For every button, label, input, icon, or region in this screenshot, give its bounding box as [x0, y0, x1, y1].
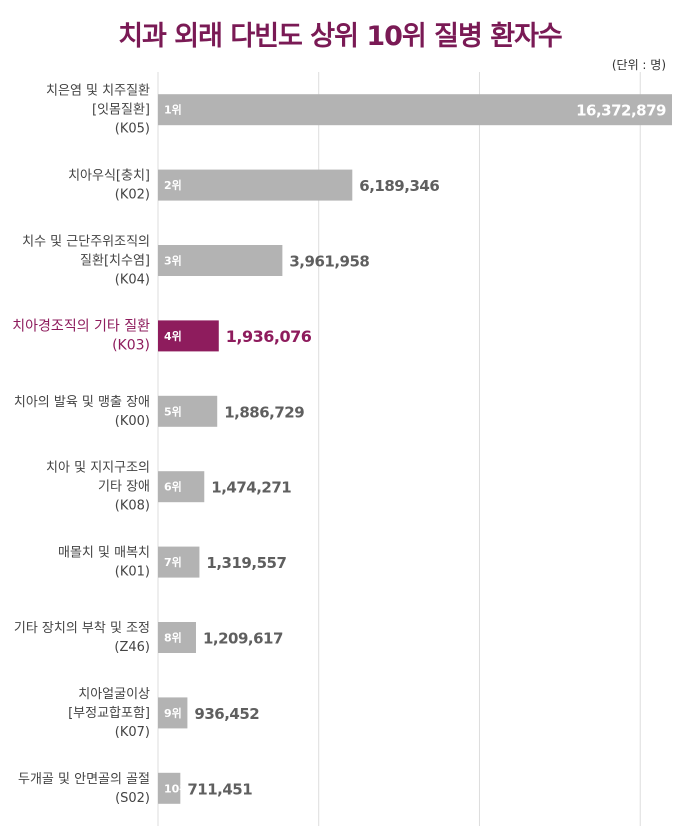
category-label-6: 치아 및 지지구조의 기타 장애 (K08): [46, 461, 150, 514]
rank-label-10: 10위: [164, 782, 189, 795]
rank-label-3: 3위: [164, 255, 182, 268]
value-label-1: 16,372,879: [576, 102, 666, 120]
bar-2: [158, 169, 353, 201]
unit-label: (단위 : 명): [611, 58, 666, 72]
bar-10: [158, 772, 181, 804]
value-label-2: 6,189,346: [359, 177, 439, 195]
bar-7: [158, 546, 200, 578]
value-label-5: 1,886,729: [224, 403, 304, 421]
value-label-4: 1,936,076: [226, 327, 312, 346]
bar-9: [158, 697, 188, 729]
value-label-7: 1,319,557: [206, 554, 286, 572]
category-label-7: 매몰치 및 매복치 (K01): [58, 546, 150, 580]
bar-4: [158, 320, 219, 352]
category-label-5: 치아의 발육 및 맹출 장애 (K00): [14, 395, 150, 429]
rank-label-1: 1위: [164, 104, 182, 117]
rank-label-9: 9위: [164, 707, 182, 720]
rank-label-7: 7위: [164, 556, 182, 569]
rank-label-6: 6위: [164, 481, 182, 494]
value-label-6: 1,474,271: [211, 479, 291, 497]
bar-6: [158, 471, 205, 503]
bar-8: [158, 622, 196, 653]
rank-label-5: 5위: [164, 405, 182, 418]
chart-title: 치과 외래 다빈도 상위 10위 질병 환자수: [118, 21, 563, 52]
value-label-10: 711,451: [187, 780, 252, 798]
category-label-10: 두개골 및 안면골의 골절 (S02): [18, 772, 150, 806]
category-label-3: 치수 및 근단주위조직의 질환[치수염] (K04): [22, 235, 150, 288]
category-labels: 치은염 및 치주질환 [잇몸질환] (K05) 치아우식[충치] (K02) 치수 및 근…: [12, 84, 150, 806]
rank-label-2: 2위: [164, 179, 182, 192]
bar-5: [158, 395, 218, 427]
category-label-2: 치아우식[충치] (K02): [68, 169, 150, 203]
value-label-9: 936,452: [194, 705, 259, 723]
bar-1: [158, 94, 672, 126]
rank-label-8: 8위: [164, 632, 182, 645]
category-label-8: 기타 장치의 부착 및 조정 (Z46): [14, 621, 150, 655]
bar-3: [158, 245, 283, 276]
value-label-8: 1,209,617: [203, 630, 283, 648]
value-label-3: 3,961,958: [289, 253, 369, 271]
category-label-1: 치은염 및 치주질환 [잇몸질환] (K05): [46, 84, 150, 137]
category-label-4: 치아경조직의 기타 질환 (K03): [12, 318, 150, 353]
bars: 1위 16,372,879 2위 6,189,346 3위 3,961,958 4위 1,93…: [158, 94, 672, 804]
rank-label-4: 4위: [164, 330, 182, 343]
category-label-9: 치아얼굴이상 [부정교합포함] (K07): [68, 687, 150, 740]
